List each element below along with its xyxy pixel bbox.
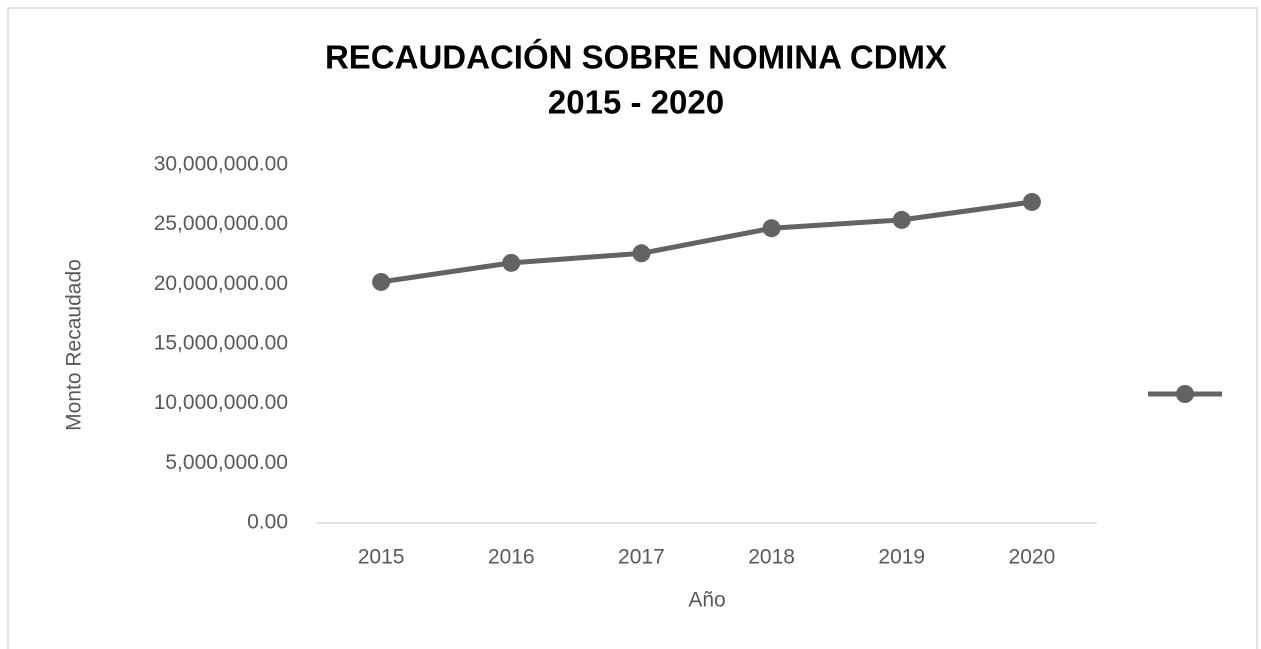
x-tick-label: 2016	[488, 546, 535, 569]
x-tick-label: 2018	[748, 546, 795, 569]
y-tick-label: 25,000,000.00	[154, 212, 288, 235]
y-tick-label: 15,000,000.00	[154, 332, 288, 355]
legend-marker	[1176, 385, 1194, 403]
x-axis-label: Año	[688, 589, 725, 612]
data-point	[762, 219, 781, 238]
line-series	[380, 199, 1033, 285]
x-tick-label: 2017	[618, 546, 665, 569]
y-tick-label: 30,000,000.00	[154, 153, 288, 176]
chart-title: 2015 - 2020	[548, 84, 724, 121]
y-tick-label: 20,000,000.00	[154, 272, 288, 295]
y-tick-label: 0.00	[247, 511, 288, 534]
y-tick-label: 10,000,000.00	[154, 391, 288, 414]
chart-frame	[7, 7, 1258, 649]
x-tick-label: 2020	[1009, 546, 1056, 569]
data-point	[892, 210, 911, 229]
data-point	[632, 244, 651, 263]
data-point	[1022, 192, 1041, 211]
data-point	[502, 253, 521, 272]
x-tick-label: 2019	[878, 546, 925, 569]
x-tick-label: 2015	[358, 546, 405, 569]
data-point	[372, 272, 391, 291]
y-axis-label: Monto Recaudado	[63, 259, 86, 431]
chart-title: RECAUDACIÓN SOBRE NOMINA CDMX	[325, 39, 947, 76]
y-tick-label: 5,000,000.00	[165, 451, 288, 474]
